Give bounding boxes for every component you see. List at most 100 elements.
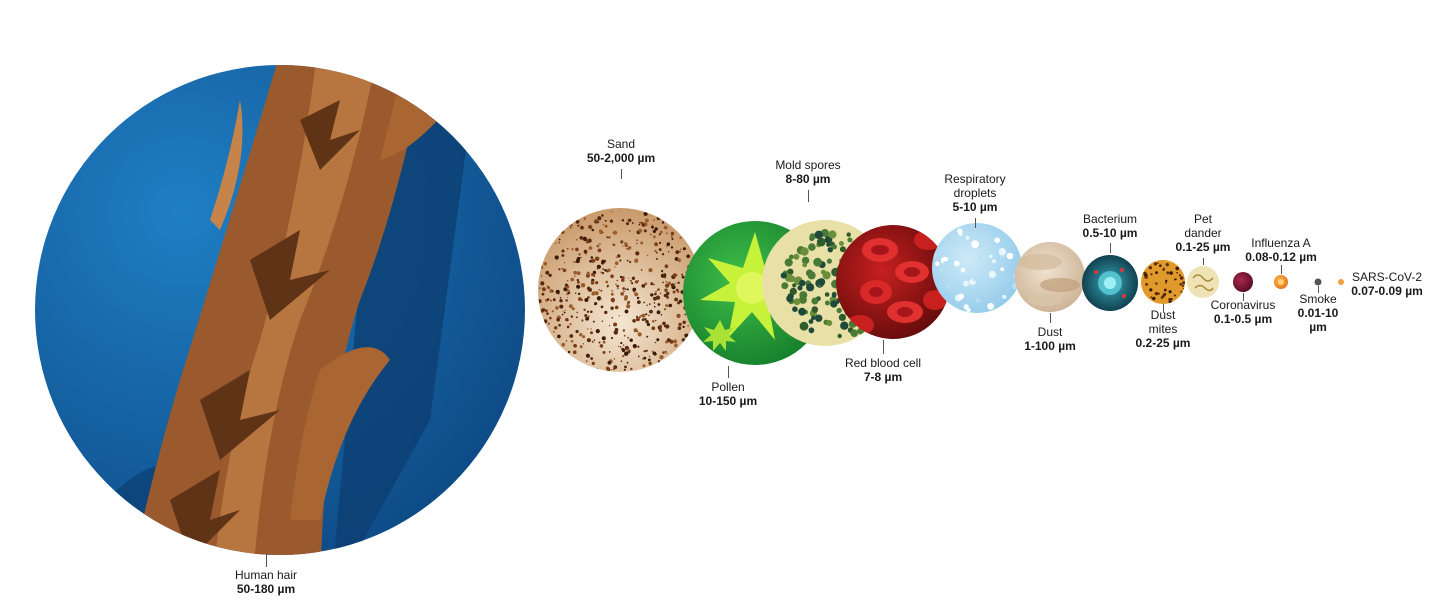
texture-dot [1173, 294, 1176, 297]
texture-dot [674, 282, 676, 284]
texture-dot [808, 243, 816, 251]
texture-dot [666, 232, 668, 234]
texture-dot [613, 322, 618, 327]
texture-dot [625, 288, 627, 291]
texture-dot [621, 348, 626, 353]
texture-dot [650, 282, 654, 286]
texture-dot [1155, 282, 1158, 285]
texture-dot [596, 264, 602, 269]
texture-dot [582, 343, 585, 345]
texture-dot [1182, 281, 1185, 285]
texture-dot [632, 319, 636, 323]
texture-dot [607, 360, 612, 365]
texture-dot [570, 315, 573, 318]
texture-dot [576, 271, 581, 276]
texture-dot [547, 286, 550, 289]
texture-dot [601, 271, 605, 275]
texture-dot [637, 345, 640, 348]
texture-dot [681, 275, 685, 279]
texture-dot [837, 333, 842, 339]
texture-dot [583, 249, 588, 254]
texture-dot [666, 295, 669, 299]
texture-dot [781, 282, 789, 290]
texture-dot [543, 319, 548, 324]
texture-dot [634, 280, 639, 284]
texture-dot [681, 273, 684, 276]
texture-dot [978, 256, 982, 260]
texture-dot [664, 351, 667, 353]
texture-dot [540, 281, 545, 286]
texture-dot [576, 316, 578, 319]
texture-dot [570, 277, 575, 282]
texture-dot [621, 278, 625, 282]
texture-dot [621, 219, 625, 222]
bacterium-tick [1110, 243, 1111, 253]
texture-dot [850, 329, 858, 338]
texture-dot [621, 293, 623, 295]
texture-dot [1178, 274, 1181, 277]
texture-dot [661, 221, 665, 224]
texture-dot [679, 236, 682, 240]
texture-dot [623, 368, 626, 371]
texture-dot [830, 300, 838, 308]
texture-dot [588, 224, 593, 230]
texture-dot [824, 292, 830, 297]
pollen-size: 10-150 µm [698, 394, 758, 408]
texture-dot [682, 320, 686, 324]
texture-dot [604, 310, 608, 315]
texture-dot [554, 255, 559, 260]
texture-dot [653, 283, 655, 286]
texture-dot [646, 304, 648, 307]
texture-dot [575, 292, 577, 294]
texture-dot [548, 322, 550, 325]
texture-dot [626, 348, 630, 352]
texture-dot [994, 237, 1000, 243]
human-hair-label: Human hair 50-180 µm [216, 568, 316, 596]
texture-dot [622, 245, 624, 247]
texture-dot [594, 291, 599, 296]
texture-dot [586, 286, 591, 291]
texture-dot [831, 244, 838, 250]
texture-dot [623, 335, 626, 337]
texture-dot [627, 219, 630, 222]
texture-dot [965, 235, 970, 240]
texture-dot [809, 233, 816, 240]
texture-dot [604, 219, 607, 222]
mold-spores-tick [808, 190, 809, 202]
texture-dot [673, 339, 677, 344]
texture-dot [614, 261, 619, 266]
texture-dot [610, 336, 614, 340]
pet-dander-name-line-1: Pet [1193, 212, 1212, 226]
texture-dot [620, 360, 623, 363]
texture-dot [659, 355, 664, 360]
texture-dot [640, 241, 644, 245]
texture-dot [814, 230, 823, 239]
texture-dot [1160, 296, 1164, 299]
texture-dot [805, 269, 814, 277]
texture-dot [646, 322, 651, 327]
texture-dot [617, 254, 621, 258]
texture-dot [551, 310, 554, 313]
texture-dot [957, 228, 963, 234]
texture-dot [588, 238, 592, 242]
human-hair-circle [35, 65, 525, 555]
texture-dot [813, 257, 822, 267]
texture-dot [644, 282, 648, 286]
texture-dot [632, 287, 637, 292]
texture-dot [593, 339, 596, 342]
texture-dot [635, 251, 640, 256]
texture-dot [641, 313, 646, 318]
sand-size: 50-2,000 µm [586, 151, 656, 165]
texture-dot [799, 321, 809, 331]
texture-dot [585, 316, 589, 321]
texture-dot [571, 307, 575, 311]
respiratory-droplets-size: 5-10 µm [952, 200, 998, 214]
texture-dot [626, 304, 631, 309]
texture-dot [656, 338, 660, 342]
texture-dot [612, 243, 614, 245]
texture-dot [569, 334, 574, 338]
texture-dot [595, 256, 600, 261]
texture-dot [587, 296, 590, 299]
texture-dot [573, 270, 577, 275]
texture-dot [596, 368, 599, 370]
